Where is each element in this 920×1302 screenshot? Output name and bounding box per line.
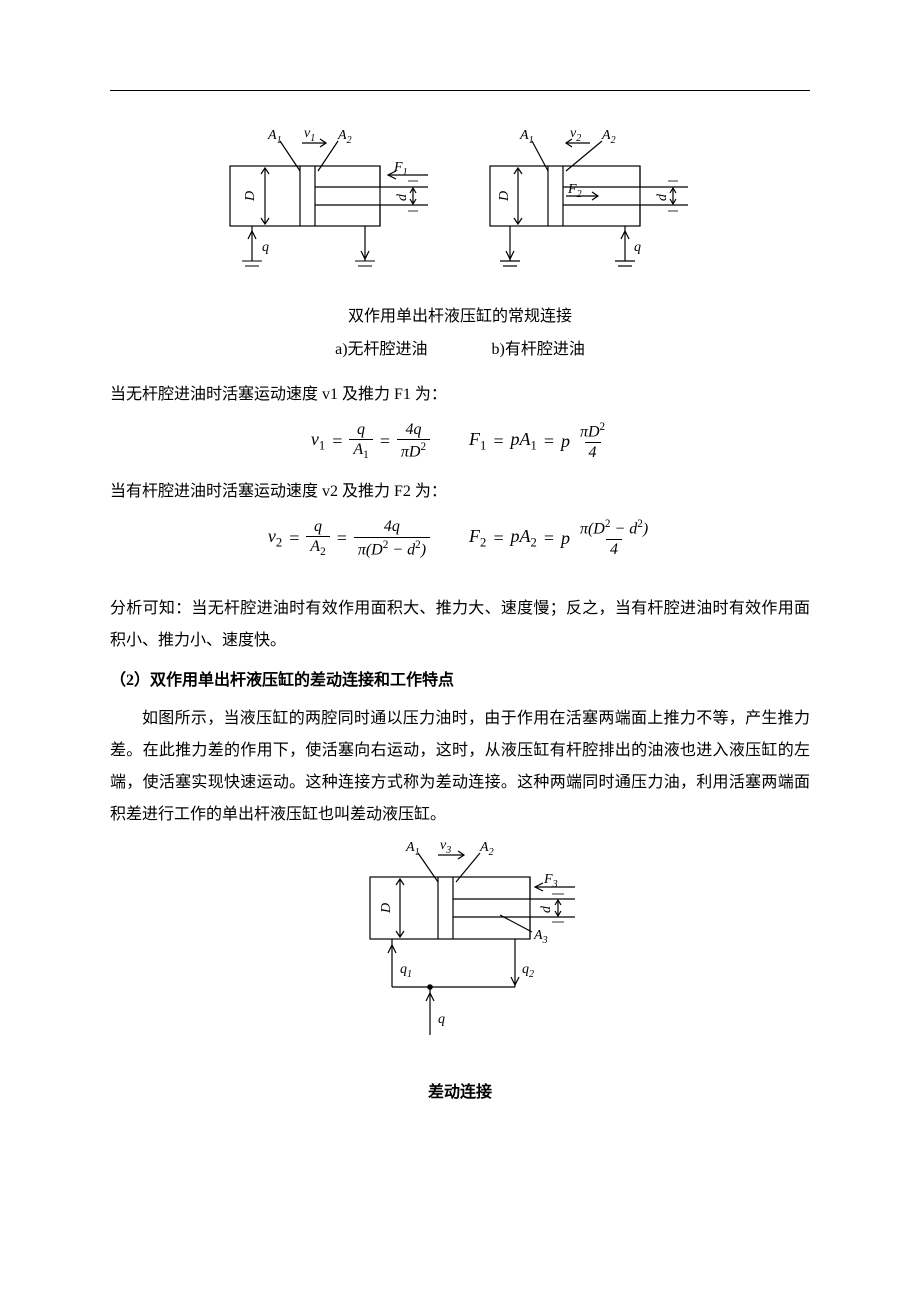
- eq2-rhs2-num-mid: − d: [610, 520, 637, 537]
- figure-2-svg: A1 A2 v3 F3 A3 D d q1 q2 q: [320, 837, 600, 1067]
- eq1-f1-den-sub: 1: [363, 449, 369, 461]
- fig1a-v1-sub: 1: [310, 133, 315, 144]
- text-line-1: 当无杆腔进油时活塞运动速度 v1 及推力 F1 为：: [110, 379, 810, 411]
- fig1b-d: d: [655, 193, 670, 201]
- eq1-v: v: [311, 429, 319, 449]
- top-rule: [110, 90, 810, 91]
- eq2-rhs1-sub: 2: [530, 536, 536, 550]
- eq1-eq2: =: [379, 431, 391, 452]
- eq1-eq4: =: [543, 431, 555, 452]
- eq1-rhs1: pA: [510, 429, 530, 449]
- figure-1b-svg: A1 A2 v2 F2 D d q: [470, 121, 710, 291]
- eq2-v: v: [268, 526, 276, 546]
- svg-text:A1: A1: [405, 840, 420, 858]
- fig2-q: q: [438, 1012, 445, 1027]
- eq2-f1-num: q: [310, 518, 326, 537]
- fig2-q1: q: [400, 962, 407, 977]
- eq2-f2-den-post: ): [421, 541, 426, 558]
- document-page: A1 A2 v1 F1 D d q: [0, 0, 920, 1302]
- eq2-f2-num: 4q: [380, 518, 404, 537]
- fig2-d: d: [539, 905, 554, 913]
- fig1a-A2: A: [337, 128, 347, 143]
- eq1-F: F: [469, 429, 480, 449]
- figure-2: A1 A2 v3 F3 A3 D d q1 q2 q: [110, 837, 810, 1067]
- svg-text:q1: q1: [400, 962, 412, 980]
- fig1b-A2: A: [601, 128, 611, 143]
- text-line-2: 当有杆腔进油时活塞运动速度 v2 及推力 F2 为：: [110, 476, 810, 508]
- fig2-q2: q: [522, 962, 529, 977]
- fig1a-A1-sub: 1: [277, 135, 282, 146]
- eq1-rhs2-num: πD: [580, 423, 600, 440]
- eq2-eq4: =: [543, 528, 555, 549]
- svg-text:v2: v2: [570, 126, 581, 144]
- svg-text:q2: q2: [522, 962, 534, 980]
- eq2-v-sub: 2: [276, 536, 282, 550]
- eq2-f2-den-mid: − d: [388, 541, 415, 558]
- eq1-v-sub: 1: [319, 438, 325, 452]
- svg-text:A2: A2: [601, 128, 616, 146]
- fig2-A1: A: [405, 840, 415, 855]
- fig2-F3: F: [543, 872, 553, 887]
- eq1-eq3: =: [492, 431, 504, 452]
- svg-text:v3: v3: [440, 838, 451, 856]
- figure-1: A1 A2 v1 F1 D d q: [110, 121, 810, 291]
- svg-text:F2: F2: [567, 182, 582, 200]
- fig1a-A1: A: [267, 128, 277, 143]
- fig1a-F1-sub: 1: [403, 167, 408, 178]
- fig1a-A2-sub: 2: [347, 135, 352, 146]
- eq2-eq1: =: [288, 528, 300, 549]
- fig1a-d: d: [395, 193, 410, 201]
- eq2-f2-den-pre: π(D: [358, 541, 383, 558]
- eq1-f2-den: πD: [401, 444, 421, 461]
- figure2-caption: 差动连接: [110, 1079, 810, 1108]
- eq2-f1-den-sub: 2: [320, 546, 326, 558]
- svg-text:v1: v1: [304, 126, 315, 144]
- eq1-rhs2-num-sup: 2: [600, 421, 606, 433]
- figure1-caption: 双作用单出杆液压缸的常规连接: [110, 303, 810, 332]
- svg-text:A1: A1: [519, 128, 534, 146]
- fig1b-F2: F: [567, 182, 577, 197]
- eq2-f1-den: A: [310, 538, 320, 555]
- eq2-rhs2-num-pre: π(D: [580, 520, 605, 537]
- paragraph-2: 如图所示，当液压缸的两腔同时通以压力油时，由于作用在活塞两端面上推力不等，产生推…: [110, 703, 810, 831]
- fig1a-q: q: [262, 240, 269, 255]
- eq1-rhs2-den: 4: [585, 442, 601, 462]
- eq1-rhs1-sub: 1: [530, 438, 536, 452]
- fig1b-q: q: [634, 240, 641, 255]
- eq2-F: F: [469, 526, 480, 546]
- equation-2: v2 = q A2 = 4q π(D2 − d2) F2 = pA2 = p π…: [110, 518, 810, 559]
- eq2-rhs2-den: 4: [606, 539, 622, 559]
- eq1-rhs2-pre: p: [561, 431, 570, 452]
- eq1-f2-den-sup: 2: [420, 441, 426, 453]
- eq2-rhs2-num-post: ): [643, 520, 648, 537]
- paragraph-1: 分析可知：当无杆腔进油时有效作用面积大、推力大、速度慢；反之，当有杆腔进油时有效…: [110, 593, 810, 657]
- eq1-f2-num: 4q: [401, 421, 425, 440]
- eq2-rhs2-pre: p: [561, 528, 570, 549]
- fig1b-A1: A: [519, 128, 529, 143]
- fig1a-D: D: [243, 191, 258, 202]
- eq2-rhs1: pA: [510, 526, 530, 546]
- eq1-f1-num: q: [353, 421, 369, 440]
- svg-text:A2: A2: [479, 840, 494, 858]
- heading-2: （2）双作用单出杆液压缸的差动连接和工作特点: [110, 665, 810, 697]
- fig1b-D: D: [497, 191, 512, 202]
- svg-text:A1: A1: [267, 128, 282, 146]
- svg-text:A3: A3: [533, 928, 548, 946]
- eq2-eq3: =: [492, 528, 504, 549]
- figure1-subcaption: a)无杆腔进油 b)有杆腔进油: [110, 336, 810, 365]
- equation-1: v1 = q A1 = 4q πD2 F1 = pA1 = p πD2 4: [110, 421, 810, 462]
- fig2-A3: A: [533, 928, 543, 943]
- figure-1a-svg: A1 A2 v1 F1 D d q: [210, 121, 450, 291]
- fig2-A2: A: [479, 840, 489, 855]
- eq2-eq2: =: [336, 528, 348, 549]
- fig2-D: D: [379, 903, 394, 914]
- svg-text:A2: A2: [337, 128, 352, 146]
- eq1-eq1: =: [331, 431, 343, 452]
- eq1-f1-den: A: [353, 441, 363, 458]
- eq2-F-sub: 2: [480, 536, 486, 550]
- fig1a-F1: F: [393, 160, 403, 175]
- eq1-F-sub: 1: [480, 438, 486, 452]
